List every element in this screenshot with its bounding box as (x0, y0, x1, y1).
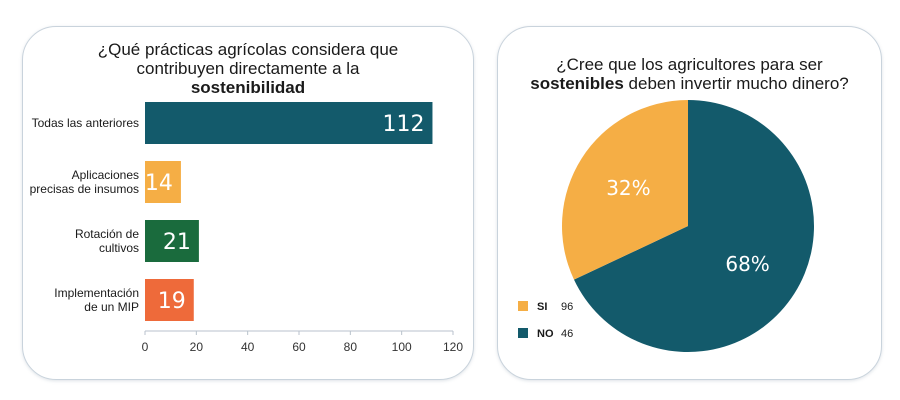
x-tick-label: 40 (241, 340, 255, 354)
legend-label: SI (537, 301, 547, 313)
bar (145, 161, 181, 203)
bar (145, 279, 194, 321)
x-tick-label: 100 (392, 340, 412, 354)
legend-swatch (518, 301, 528, 311)
category-label: de un MIP (84, 300, 139, 314)
pie-chart-panel: ¿Cree que los agricultores para ser sost… (497, 26, 882, 380)
bar-chart-panel: ¿Qué prácticas agrícolas considera que c… (22, 26, 474, 380)
bar-chart-title: ¿Qué prácticas agrícolas considera que c… (23, 40, 473, 97)
x-tick-label: 120 (443, 340, 463, 354)
bar-value-label: 21 (163, 230, 191, 255)
bar (145, 102, 433, 144)
legend-count: 96 (561, 301, 573, 313)
x-tick-label: 60 (292, 340, 306, 354)
pie-title-bold: sostenibles (530, 74, 624, 93)
category-label: Implementación (54, 286, 139, 300)
bar-value-label: 19 (158, 289, 186, 314)
x-tick-label: 80 (344, 340, 358, 354)
pie-title-rest: deben invertir mucho dinero? (623, 74, 849, 93)
pie-chart: 68% 32% SI 96 NO 46 (518, 100, 814, 353)
x-tick-label: 0 (142, 340, 149, 354)
category-label: Aplicaciones (72, 168, 139, 182)
category-label: Rotación de (75, 227, 139, 241)
pie-slice (573, 100, 814, 353)
pie-title-line-1: ¿Cree que los agricultores para ser (556, 55, 823, 74)
pie-slice-label: 32% (606, 176, 650, 200)
category-label: cultivos (99, 241, 139, 255)
bar-value-label: 112 (382, 112, 424, 137)
x-tick-label: 20 (190, 340, 204, 354)
bar-value-label: 14 (145, 171, 173, 196)
bar-chart: Todas las anteriores 112 Aplicacionespreci… (30, 102, 463, 354)
bar-title-line-3: sostenibilidad (190, 78, 306, 97)
category-label: precisas de insumos (30, 182, 139, 196)
legend-count: 46 (561, 328, 573, 340)
category-label: Todas las anteriores (32, 116, 139, 130)
bar (145, 220, 199, 262)
bar-title-line-1: ¿Qué prácticas agrícolas considera que (97, 40, 399, 59)
pie-slice (562, 100, 688, 280)
bar-title-line-2: contribuyen directamente a la (136, 59, 360, 78)
pie-chart-title: ¿Cree que los agricultores para ser sost… (498, 55, 881, 93)
legend-label: NO (537, 328, 554, 340)
pie-slice-label: 68% (725, 252, 769, 276)
legend-swatch (518, 328, 528, 338)
